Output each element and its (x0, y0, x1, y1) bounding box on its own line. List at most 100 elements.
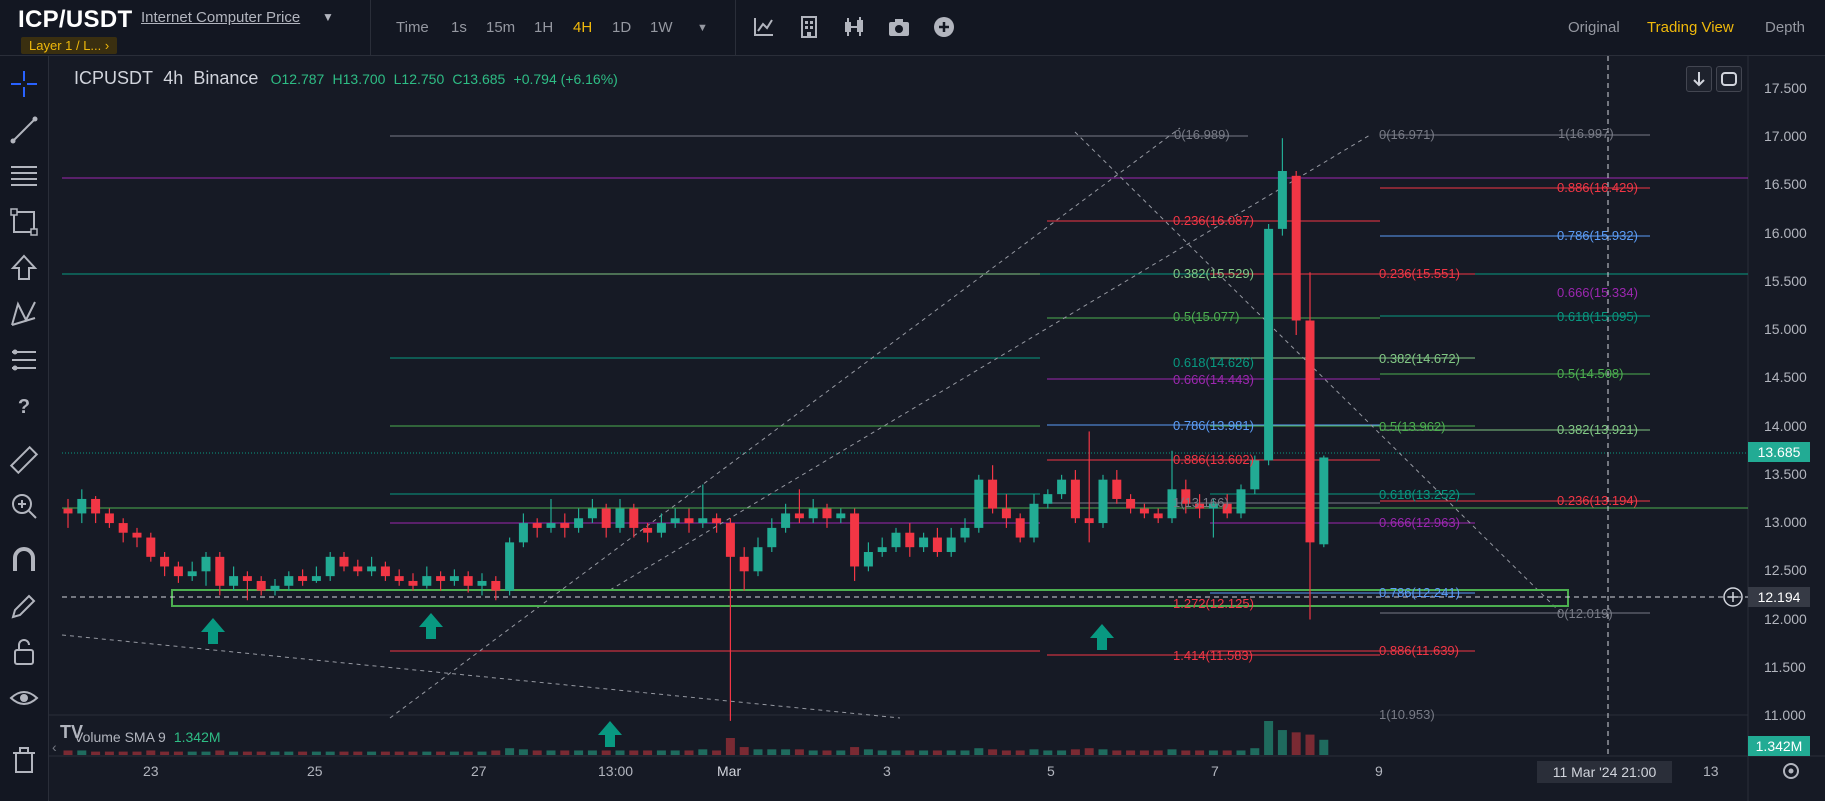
candle-body (160, 556, 170, 567)
pair-subtitle-link[interactable]: Internet Computer Price (141, 9, 301, 26)
crosshair-price-tag: 12.194 (1748, 587, 1810, 607)
timeframe-1h[interactable]: 1H (534, 19, 554, 36)
timeframe-dropdown-icon[interactable]: ▼ (697, 22, 708, 34)
volume-bar (1057, 750, 1067, 755)
top-toolbar: ICP/USDT Internet Computer Price ▼ Layer… (0, 0, 1825, 56)
candle-body (670, 518, 680, 524)
fib-level-label: 0.886(13.602) (1173, 452, 1254, 467)
scroll-down-button[interactable] (1686, 66, 1712, 92)
ruler-icon[interactable] (8, 444, 40, 476)
candle-body (1043, 494, 1053, 504)
volume-bar (132, 751, 142, 755)
volume-bar (77, 750, 87, 755)
candle-body (1015, 518, 1025, 538)
arrow-marker (419, 613, 443, 639)
pattern-icon[interactable] (8, 298, 40, 330)
volume-bar (712, 750, 722, 755)
candle-body (284, 576, 294, 586)
lock-icon[interactable] (8, 636, 40, 668)
eye-icon[interactable] (8, 682, 40, 714)
horizontal-lines-icon[interactable] (8, 160, 40, 192)
candle-body (187, 571, 197, 577)
crosshair-icon[interactable] (8, 68, 40, 100)
view-original[interactable]: Original (1568, 19, 1620, 36)
fib-level-label: 0.236(16.087) (1173, 213, 1254, 228)
candle-body (1001, 508, 1011, 519)
candle-body (505, 542, 515, 591)
add-icon[interactable] (931, 14, 957, 40)
timeframe-1d[interactable]: 1D (612, 19, 632, 36)
candle-body (615, 508, 625, 528)
rectangle-icon[interactable] (8, 206, 40, 238)
chart-type-icon[interactable] (841, 14, 867, 40)
templates-icon[interactable] (796, 14, 822, 40)
candle-body (560, 523, 570, 528)
time-tick: 5 (1047, 763, 1055, 779)
volume-bar (794, 749, 804, 755)
fib-level-label: 0(16.989) (1174, 127, 1230, 142)
arrow-down-icon (1693, 72, 1705, 87)
indicators-icon[interactable] (751, 14, 777, 40)
fullscreen-button[interactable] (1716, 66, 1742, 92)
timeframe-4h[interactable]: 4H (573, 19, 593, 36)
volume-bar (477, 751, 487, 755)
price-tick: 13.500 (1764, 465, 1807, 482)
volume-bar (215, 750, 225, 755)
camera-icon[interactable] (886, 14, 912, 40)
fib-level-label: 1.272(12.125) (1173, 596, 1254, 611)
candle-body (988, 479, 998, 509)
fib-lines (390, 134, 1650, 656)
volume-bar (836, 750, 846, 755)
trash-icon[interactable] (8, 744, 40, 776)
candle-body (1319, 457, 1329, 545)
volume-bar (311, 751, 321, 755)
view-depth[interactable]: Depth (1765, 19, 1806, 36)
candle-body (836, 513, 846, 519)
candle-body (781, 513, 791, 528)
candle-body (380, 566, 390, 577)
prediction-icon[interactable] (8, 344, 40, 376)
volume-bar (463, 751, 473, 755)
magnet-icon[interactable] (8, 544, 40, 576)
timeframe-15m[interactable]: 15m (486, 19, 516, 36)
settings-gear-icon (1783, 763, 1799, 779)
volume-bar (1264, 721, 1274, 755)
arrow-up-icon[interactable] (8, 252, 40, 284)
candle-body (919, 537, 929, 548)
legend-open: O12.787 (270, 71, 325, 87)
timeframe-1w[interactable]: 1W (650, 19, 673, 36)
candle-body (643, 527, 653, 533)
chevron-right-icon: › (104, 38, 110, 53)
volume-bar (574, 750, 584, 755)
volume-bar (919, 750, 929, 755)
pair-dropdown-icon[interactable]: ▼ (322, 10, 334, 24)
layer-badge[interactable]: Layer 1 / L... › (21, 37, 118, 54)
volume-bar (1029, 749, 1039, 755)
time-button[interactable]: Time (396, 19, 429, 36)
volume-bar (1167, 749, 1177, 755)
help-icon[interactable]: ? (8, 390, 40, 422)
view-trading-view[interactable]: Trading View (1647, 19, 1734, 36)
volume-bar (767, 749, 777, 755)
candle-body (77, 498, 87, 514)
fib-level-label: 0.618(14.626) (1173, 355, 1254, 370)
volume-bar (781, 749, 791, 755)
volume-bar (1222, 750, 1232, 755)
volume-bar (325, 751, 335, 755)
volume-bars (63, 721, 1329, 755)
tradingview-logo: TV (60, 722, 83, 742)
candle-body (712, 518, 722, 524)
collapse-toolbar-icon[interactable]: ‹ (52, 739, 57, 755)
time-tick: 9 (1375, 763, 1383, 779)
trend-line-icon[interactable] (8, 114, 40, 146)
volume-bar (284, 751, 294, 755)
pencil-lock-icon[interactable] (8, 590, 40, 622)
price-tick: 16.000 (1764, 224, 1807, 241)
timeframe-1s[interactable]: 1s (451, 19, 467, 36)
candle-body (325, 556, 335, 577)
price-tick: 17.000 (1764, 128, 1807, 145)
candle-body (436, 576, 446, 581)
volume-bar (546, 750, 556, 755)
zoom-icon[interactable] (8, 490, 40, 522)
